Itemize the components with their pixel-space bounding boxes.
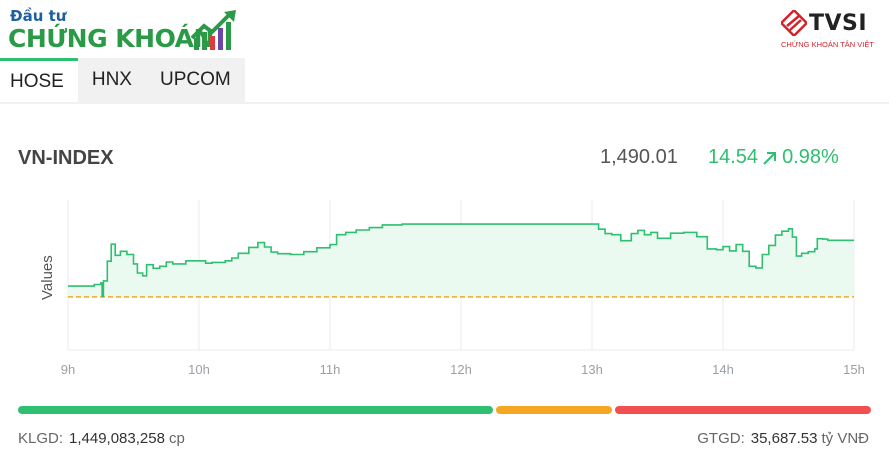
unchanged-bar	[495, 406, 613, 414]
rising-chart-icon	[190, 10, 236, 50]
volume-value: 1,449,083,258	[69, 430, 165, 447]
index-change-points: 14.54	[708, 146, 759, 168]
volume-unit: cp	[168, 430, 185, 447]
exchange-tabs: HOSE HNX UPCOM	[0, 58, 245, 102]
index-line	[68, 223, 854, 298]
brand-line2: CHỨNG KHOÁN	[8, 24, 214, 53]
index-value: 1,490.01	[600, 146, 678, 168]
index-change-percent: 0.98%	[782, 146, 839, 168]
value-amount: 35,687.53	[750, 430, 818, 447]
volume-label: KLGD:	[18, 430, 64, 447]
tab-divider	[0, 102, 889, 104]
x-tick-label: 12h	[450, 362, 472, 377]
declining-bar	[615, 406, 871, 414]
x-tick-label: 14h	[712, 362, 734, 377]
tab-hose[interactable]: HOSE	[0, 58, 78, 102]
x-tick-label: 10h	[188, 362, 210, 377]
tab-upcom[interactable]: UPCOM	[159, 69, 231, 90]
index-change: 14.54 0.98%	[708, 146, 839, 169]
tvsi-emblem-icon	[781, 10, 807, 36]
tvsi-name: TVSI	[809, 11, 868, 36]
market-breadth-bar	[18, 406, 871, 414]
index-name: VN-INDEX	[18, 147, 114, 169]
tab-hnx[interactable]: HNX	[91, 69, 132, 90]
index-area-fill	[68, 224, 854, 297]
trading-value: GTGD: 35,687.53 tỷ VNĐ	[697, 430, 869, 447]
advancing-bar	[18, 406, 493, 414]
brand-line1: Đầu tư	[10, 7, 67, 25]
brand-logo-dautu-chungkhoan[interactable]: Đầu tư CHỨNG KHOÁN	[6, 4, 246, 56]
x-tick-label: 11h	[320, 362, 341, 377]
tvsi-tagline: CHỨNG KHOÁN TÂN VIỆT	[781, 40, 874, 49]
trading-volume: KLGD: 1,449,083,258 cp	[18, 430, 185, 447]
value-label: GTGD:	[697, 430, 745, 447]
x-tick-label: 15h	[843, 362, 865, 377]
arrow-up-right-icon	[763, 151, 777, 165]
x-tick-label: 13h	[581, 362, 603, 377]
tvsi-logo[interactable]: TVSI CHỨNG KHOÁN TÂN VIỆT	[781, 10, 881, 56]
value-unit: tỷ VNĐ	[821, 430, 869, 447]
y-axis-label: Values	[39, 255, 56, 300]
x-tick-label: 9h	[61, 362, 75, 377]
intraday-index-chart: Values 9h 10h 11h 12h 13h 14h 15h	[39, 200, 865, 377]
